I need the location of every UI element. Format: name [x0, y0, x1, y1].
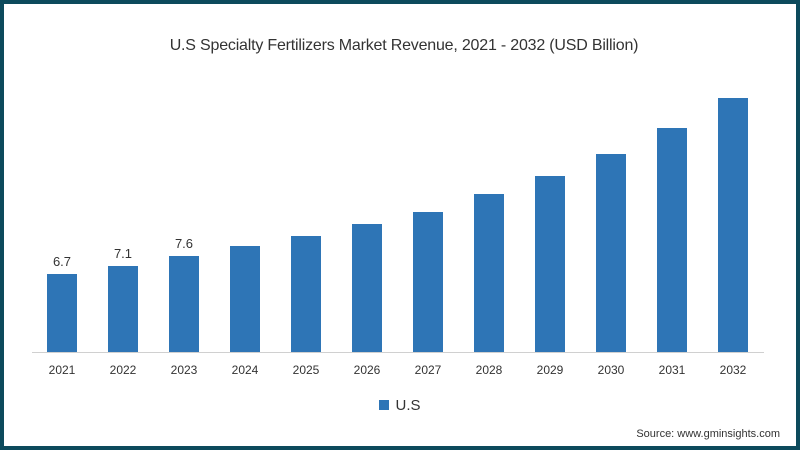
x-tick-2031: 2031: [658, 363, 686, 377]
legend-label: U.S: [395, 397, 421, 414]
x-tick-2024: 2024: [231, 363, 259, 377]
bar-2026: [352, 224, 382, 352]
data-label-2022: 7.1: [113, 246, 133, 261]
bar-2022: [108, 266, 138, 352]
x-tick-2029: 2029: [536, 363, 564, 377]
x-tick-2021: 2021: [48, 363, 76, 377]
data-label-2023: 7.6: [174, 236, 194, 251]
bar-2021: [47, 274, 77, 352]
x-tick-2030: 2030: [597, 363, 625, 377]
source-note: Source: www.gminsights.com: [636, 428, 780, 440]
bar-2024: [230, 246, 260, 352]
bar-2031: [657, 128, 687, 352]
legend: U.S: [0, 397, 800, 414]
x-tick-2026: 2026: [353, 363, 381, 377]
x-axis-line: [32, 352, 764, 353]
bar-2023: [169, 256, 199, 352]
bar-2025: [291, 236, 321, 352]
bar-2027: [413, 212, 443, 352]
bar-2030: [596, 154, 626, 352]
bar-2032: [718, 98, 748, 352]
data-label-2021: 6.7: [52, 254, 72, 269]
x-tick-2028: 2028: [475, 363, 503, 377]
bar-2028: [474, 194, 504, 352]
x-tick-2032: 2032: [719, 363, 747, 377]
x-tick-2027: 2027: [414, 363, 442, 377]
x-tick-2022: 2022: [109, 363, 137, 377]
legend-swatch-us: [379, 400, 390, 410]
x-tick-2023: 2023: [170, 363, 198, 377]
bar-2029: [535, 176, 565, 352]
x-tick-2025: 2025: [292, 363, 320, 377]
chart-title: U.S Specialty Fertilizers Market Revenue…: [169, 37, 639, 54]
